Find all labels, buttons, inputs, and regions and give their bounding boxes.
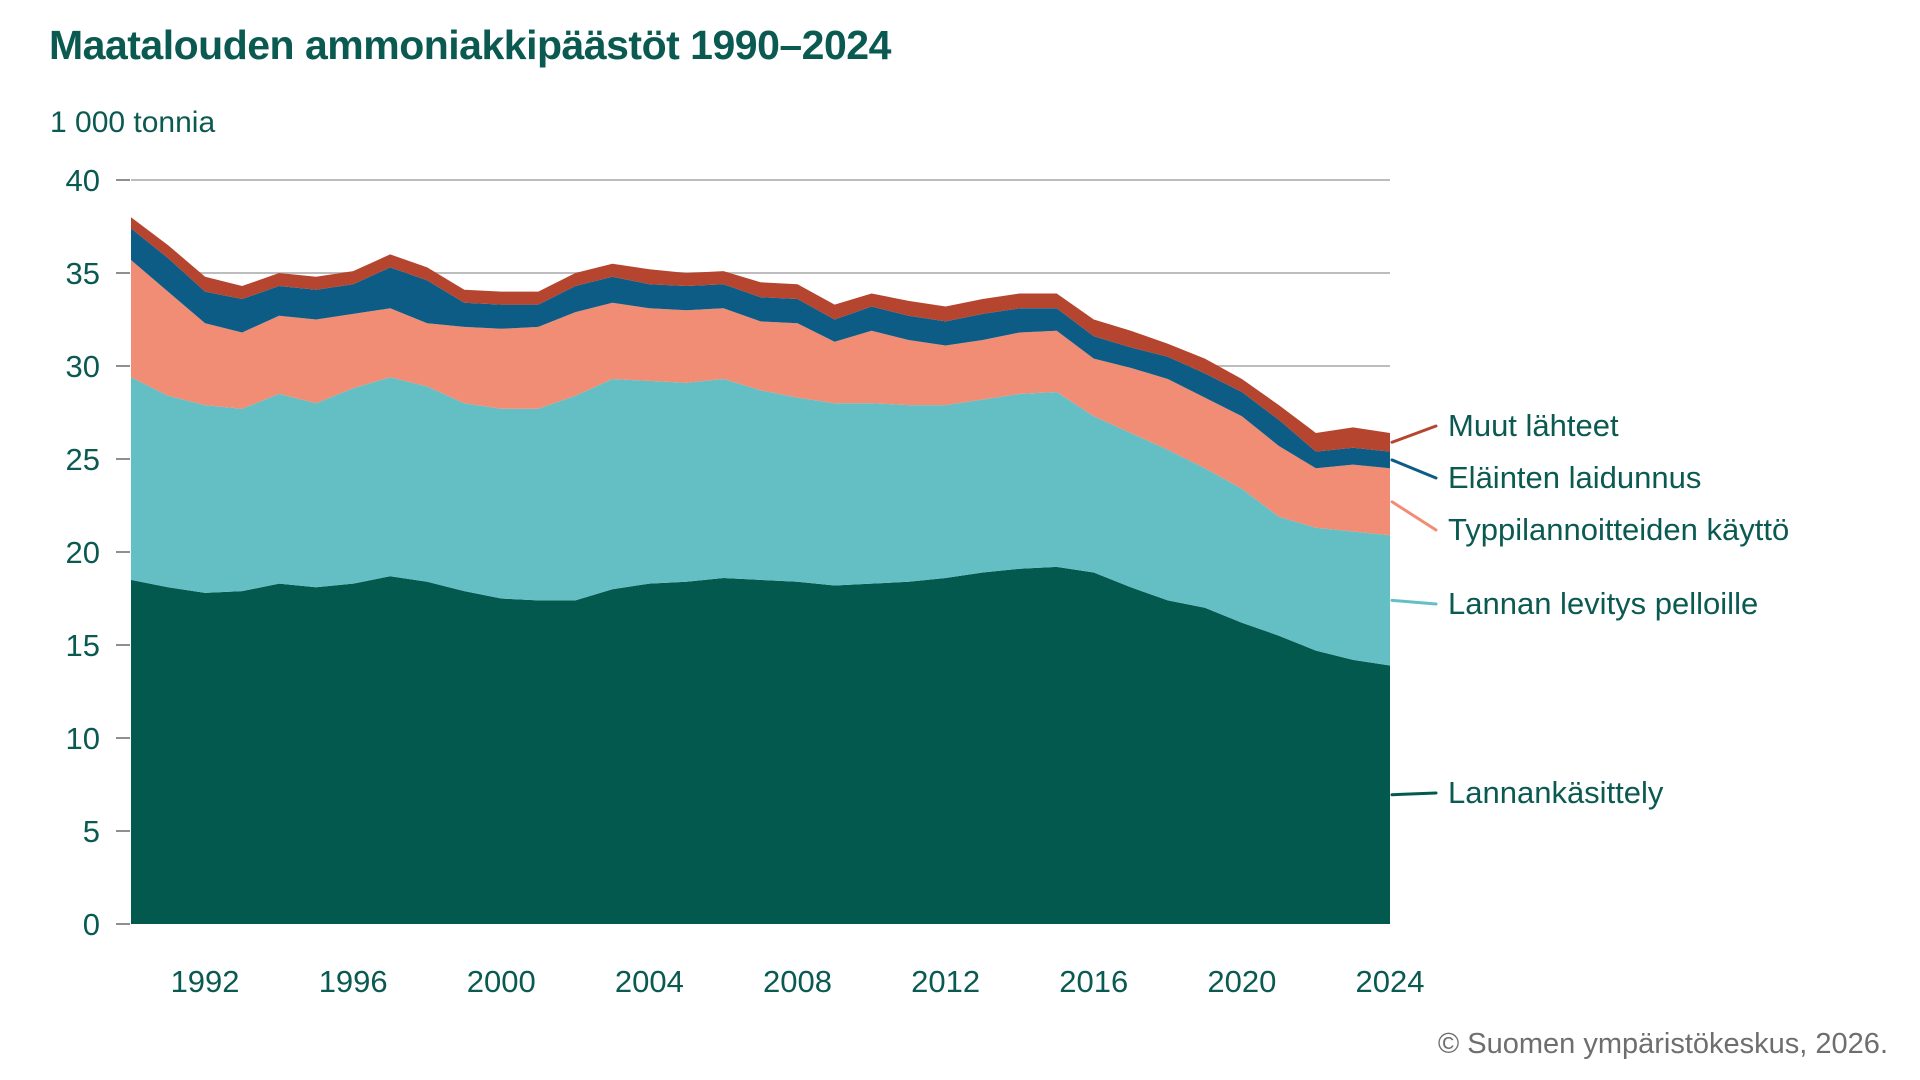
svg-text:2024: 2024 (1356, 964, 1425, 999)
legend-label-muut-lahteet: Muut lähteet (1448, 408, 1619, 443)
chart-title: Maatalouden ammoniakkipäästöt 1990–2024 (49, 22, 891, 68)
svg-text:1992: 1992 (171, 964, 240, 999)
svg-text:2004: 2004 (615, 964, 684, 999)
area-series-2 (131, 260, 1390, 536)
svg-text:15: 15 (66, 628, 100, 663)
svg-text:2000: 2000 (467, 964, 536, 999)
svg-text:2012: 2012 (911, 964, 980, 999)
area-series-0 (131, 566, 1390, 924)
svg-text:25: 25 (66, 442, 100, 477)
legend-connectors (1390, 424, 1438, 797)
svg-text:35: 35 (66, 256, 100, 291)
legend-label-lannankasittely: Lannankäsittely (1448, 775, 1664, 810)
svg-text:2008: 2008 (763, 964, 832, 999)
svg-text:2016: 2016 (1059, 964, 1128, 999)
x-axis-labels: 1992 1996 2000 2004 2008 2012 2016 2020 2024 (171, 964, 1425, 999)
copyright-note: © Suomen ympäristökeskus, 2026. (1437, 1028, 1888, 1060)
svg-text:30: 30 (66, 349, 100, 384)
legend-label-elainten-laidunnus: Eläinten laidunnus (1448, 460, 1702, 495)
svg-text:40: 40 (66, 163, 100, 198)
svg-text:10: 10 (66, 721, 100, 756)
legend-label-lannan-levitys-pelloille: Lannan levitys pelloille (1448, 586, 1759, 621)
svg-text:0: 0 (83, 907, 100, 942)
svg-text:5: 5 (83, 814, 100, 849)
y-axis-labels: 0 5 10 15 20 25 30 35 40 (66, 163, 100, 942)
area-series-4 (131, 217, 1390, 452)
area-series-1 (131, 377, 1390, 666)
legend-label-typpilannoitteiden-kaytto: Typpilannoitteiden käyttö (1448, 512, 1790, 547)
y-axis-ticks (116, 179, 130, 925)
svg-text:1996: 1996 (319, 964, 388, 999)
y-axis-unit-label: 1 000 tonnia (50, 106, 216, 139)
svg-text:20: 20 (66, 535, 100, 570)
svg-text:2020: 2020 (1207, 964, 1276, 999)
